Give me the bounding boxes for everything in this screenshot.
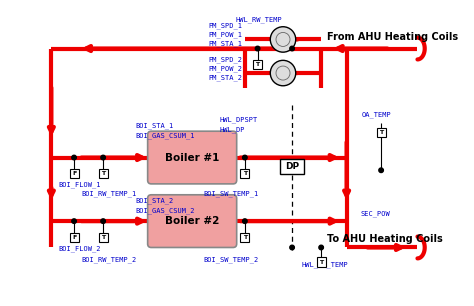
Text: HWL_DP: HWL_DP xyxy=(219,126,245,133)
Text: F: F xyxy=(72,171,76,176)
Text: F: F xyxy=(72,235,76,240)
Bar xyxy=(70,233,79,242)
Circle shape xyxy=(290,46,294,51)
Text: PM_SPD_2: PM_SPD_2 xyxy=(209,56,243,63)
Text: Boiler #1: Boiler #1 xyxy=(165,153,219,162)
Circle shape xyxy=(72,219,76,223)
Text: To AHU Heating Coils: To AHU Heating Coils xyxy=(327,234,442,244)
Text: HWL_SW_TEMP: HWL_SW_TEMP xyxy=(301,262,348,268)
Circle shape xyxy=(270,27,296,52)
Text: T: T xyxy=(379,130,383,135)
Text: PM_STA_2: PM_STA_2 xyxy=(209,74,243,81)
Text: BOI_STA_1: BOI_STA_1 xyxy=(136,123,174,129)
Bar xyxy=(253,60,262,69)
Circle shape xyxy=(319,245,323,250)
Bar xyxy=(99,169,108,178)
Text: T: T xyxy=(101,235,105,240)
Text: DP: DP xyxy=(285,162,299,171)
Circle shape xyxy=(255,46,260,51)
Text: HWL_DPSPT: HWL_DPSPT xyxy=(219,116,258,123)
Bar xyxy=(280,159,304,174)
Text: T: T xyxy=(255,62,260,67)
Circle shape xyxy=(379,168,383,173)
FancyBboxPatch shape xyxy=(147,195,237,248)
Text: T: T xyxy=(243,235,247,240)
Bar xyxy=(240,169,249,178)
Text: SEC_POW: SEC_POW xyxy=(360,211,390,217)
Text: OA_TEMP: OA_TEMP xyxy=(361,112,391,118)
Bar xyxy=(376,128,386,137)
Text: T: T xyxy=(101,171,105,176)
Text: BOI_FLOW_2: BOI_FLOW_2 xyxy=(59,245,101,252)
Circle shape xyxy=(243,155,247,160)
Text: BOI_SW_TEMP_1: BOI_SW_TEMP_1 xyxy=(203,191,258,197)
Circle shape xyxy=(276,32,290,47)
Text: Boiler #2: Boiler #2 xyxy=(165,216,219,226)
Text: BOI_FLOW_1: BOI_FLOW_1 xyxy=(59,182,101,188)
Circle shape xyxy=(276,66,290,80)
Text: PM_POW_1: PM_POW_1 xyxy=(209,32,243,38)
Bar xyxy=(99,233,108,242)
Circle shape xyxy=(72,155,76,160)
Text: BOI_GAS_CSUM_1: BOI_GAS_CSUM_1 xyxy=(136,132,195,139)
Text: HWL_RW_TEMP: HWL_RW_TEMP xyxy=(236,16,283,23)
Bar xyxy=(317,257,326,267)
Circle shape xyxy=(101,219,105,223)
Text: BOI_GAS_CSUM_2: BOI_GAS_CSUM_2 xyxy=(136,207,195,214)
Bar xyxy=(70,169,79,178)
Text: From AHU Heating Coils: From AHU Heating Coils xyxy=(327,32,458,42)
Text: BOI_STA_2: BOI_STA_2 xyxy=(136,197,174,204)
Circle shape xyxy=(101,155,105,160)
Text: T: T xyxy=(243,171,247,176)
Text: BOI_SW_TEMP_2: BOI_SW_TEMP_2 xyxy=(203,256,258,263)
Text: BOI_RW_TEMP_2: BOI_RW_TEMP_2 xyxy=(82,256,137,263)
Bar xyxy=(240,233,249,242)
Text: T: T xyxy=(319,259,323,264)
Text: BOI_RW_TEMP_1: BOI_RW_TEMP_1 xyxy=(82,191,137,197)
Text: PM_STA_1: PM_STA_1 xyxy=(209,41,243,47)
Text: PM_POW_2: PM_POW_2 xyxy=(209,65,243,72)
Circle shape xyxy=(290,245,294,250)
Text: PM_SPD_1: PM_SPD_1 xyxy=(209,23,243,29)
FancyBboxPatch shape xyxy=(147,131,237,184)
Circle shape xyxy=(243,219,247,223)
Circle shape xyxy=(270,60,296,86)
